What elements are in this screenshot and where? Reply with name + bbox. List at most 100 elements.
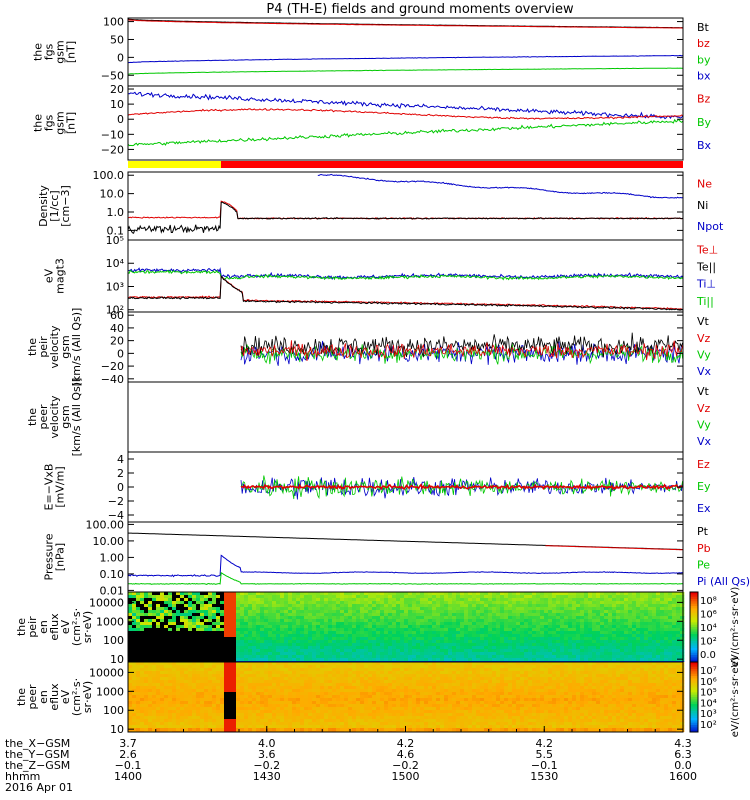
heatmap-cell	[184, 686, 189, 690]
heatmap-cell	[340, 604, 345, 608]
heatmap-cell	[356, 601, 361, 605]
heatmap-cell	[508, 622, 513, 626]
heatmap-cell	[172, 707, 177, 711]
heatmap-cell	[296, 692, 301, 696]
heatmap-cell	[216, 695, 221, 699]
heatmap-cell	[376, 622, 381, 626]
heatmap-cell	[624, 649, 629, 653]
heatmap-cell	[176, 704, 181, 708]
heatmap-cell	[536, 631, 541, 635]
heatmap-cell	[392, 619, 397, 623]
heatmap-cell	[308, 722, 313, 726]
heatmap-cell	[168, 686, 173, 690]
heatmap-cell	[160, 616, 165, 620]
heatmap-cell	[388, 649, 393, 653]
heatmap-cell	[228, 704, 233, 708]
heatmap-cell	[136, 604, 141, 608]
heatmap-cell	[524, 592, 529, 596]
heatmap-cell	[488, 592, 493, 596]
heatmap-cell	[656, 640, 661, 644]
heatmap-cell	[344, 668, 349, 672]
heatmap-cell	[216, 704, 221, 708]
heatmap-cell	[164, 692, 169, 696]
heatmap-cell	[348, 665, 353, 669]
heatmap-cell	[176, 725, 181, 729]
heatmap-cell	[324, 592, 329, 596]
heatmap-cell	[496, 607, 501, 611]
heatmap-cell	[256, 607, 261, 611]
heatmap-cell	[656, 601, 661, 605]
heatmap-cell	[228, 698, 233, 702]
heatmap-cell	[480, 646, 485, 650]
heatmap-cell	[612, 616, 617, 620]
heatmap-cell	[328, 631, 333, 635]
heatmap-cell	[292, 692, 297, 696]
heatmap-cell	[192, 722, 197, 726]
heatmap-cell	[160, 658, 165, 662]
heatmap-cell	[460, 640, 465, 644]
heatmap-cell	[320, 658, 325, 662]
heatmap-cell	[312, 604, 317, 608]
heatmap-cell	[320, 640, 325, 644]
heatmap-cell	[540, 604, 545, 608]
heatmap-cell	[404, 619, 409, 623]
heatmap-cell	[644, 616, 649, 620]
heatmap-cell	[644, 604, 649, 608]
heatmap-cell	[240, 601, 245, 605]
heatmap-cell	[220, 728, 225, 732]
heatmap-cell	[252, 713, 257, 717]
heatmap-cell	[512, 646, 517, 650]
heatmap-cell	[308, 610, 313, 614]
heatmap-cell	[152, 698, 157, 702]
heatmap-cell	[228, 692, 233, 696]
heatmap-cell	[212, 716, 217, 720]
heatmap-cell	[132, 680, 137, 684]
heatmap-cell	[292, 622, 297, 626]
heatmap-cell	[284, 665, 289, 669]
heatmap-cell	[596, 622, 601, 626]
heatmap-cell	[304, 722, 309, 726]
heatmap-cell	[468, 592, 473, 596]
heatmap-cell	[528, 616, 533, 620]
heatmap-cell	[156, 719, 161, 723]
heatmap-cell	[144, 640, 149, 644]
heatmap-cell	[540, 610, 545, 614]
heatmap-cell	[212, 595, 217, 599]
heatmap-cell	[376, 610, 381, 614]
heatmap-cell	[576, 613, 581, 617]
heatmap-cell	[260, 616, 265, 620]
heatmap-cell	[140, 655, 145, 659]
heatmap-cell	[472, 619, 477, 623]
heatmap-cell	[196, 613, 201, 617]
heatmap-cell	[384, 592, 389, 596]
heatmap-cell	[444, 643, 449, 647]
heatmap-cell	[464, 631, 469, 635]
heatmap-cell	[348, 598, 353, 602]
heatmap-cell	[280, 698, 285, 702]
heatmap-cell	[636, 592, 641, 596]
heatmap-cell	[536, 640, 541, 644]
heatmap-cell	[316, 719, 321, 723]
heatmap-cell	[396, 601, 401, 605]
heatmap-cell	[252, 616, 257, 620]
heatmap-cell	[248, 631, 253, 635]
heatmap-cell	[504, 655, 509, 659]
heatmap-cell	[152, 710, 157, 714]
heatmap-cell	[292, 725, 297, 729]
heatmap-cell	[228, 722, 233, 726]
heatmap-cell	[236, 595, 241, 599]
heatmap-cell	[128, 625, 133, 629]
heatmap-cell	[548, 643, 553, 647]
heatmap-cell	[424, 622, 429, 626]
heatmap-cell	[332, 610, 337, 614]
heatmap-cell	[164, 728, 169, 732]
heatmap-cell	[576, 592, 581, 596]
heatmap-cell	[596, 598, 601, 602]
heatmap-cell	[156, 628, 161, 632]
heatmap-cell	[360, 674, 365, 678]
heatmap-cell	[468, 628, 473, 632]
heatmap-cell	[412, 619, 417, 623]
heatmap-cell	[368, 625, 373, 629]
heatmap-cell	[276, 604, 281, 608]
heatmap-cell	[668, 619, 673, 623]
